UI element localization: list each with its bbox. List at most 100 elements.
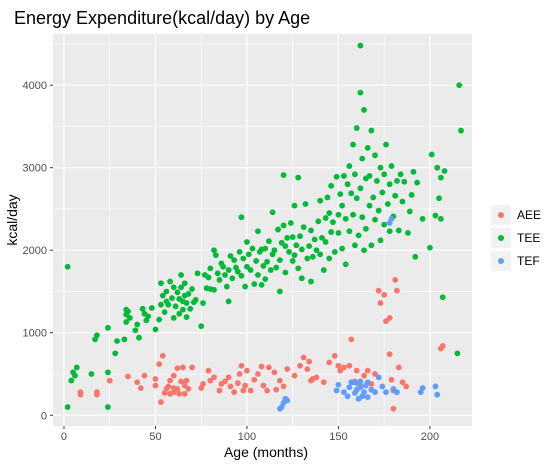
point-tee [156,316,163,323]
point-aee [189,364,195,371]
point-aee [280,383,287,390]
point-tee [395,227,402,234]
point-tee [315,218,322,225]
point-tee [194,270,201,277]
point-aee [180,364,186,371]
point-tef [357,378,364,385]
point-aee [403,383,410,390]
point-tee [178,284,184,291]
point-tee [383,141,389,148]
y-tick-label: 3000 [23,163,47,175]
y-tick-label: 0 [41,410,47,422]
point-tee [264,258,270,265]
point-tef [388,215,395,222]
point-tee [169,295,175,301]
point-tee [266,238,272,245]
point-tee [342,261,349,268]
point-tee [282,243,289,249]
point-tee [167,278,174,285]
point-tee [121,336,128,343]
point-tee [136,334,142,341]
point-tee [222,272,228,278]
point-tee [322,239,329,245]
point-tee [372,216,378,223]
point-tee [317,197,324,204]
point-aee [394,287,400,294]
point-tee [174,289,181,296]
point-tee [368,127,375,134]
point-tee [311,236,318,243]
point-tee [176,310,183,317]
x-tick-label: 200 [421,431,439,443]
point-aee [390,405,397,412]
point-aee [178,378,184,385]
point-tee [364,144,371,151]
point-tee [207,265,214,272]
point-aee [231,389,238,396]
point-tee [300,224,307,231]
point-tef [346,384,353,391]
point-tee [211,286,217,293]
point-tee [437,174,444,181]
point-aee [386,314,393,321]
point-aee [240,387,247,394]
point-tee [309,253,316,260]
point-tee [339,245,345,252]
point-aee [170,372,177,379]
point-tee [298,246,305,253]
legend-label-aee: AEE [517,208,541,222]
point-tee [298,275,305,282]
point-tee [180,306,186,313]
point-tee [328,229,335,235]
point-aee [392,277,399,283]
point-tee [163,288,170,295]
point-tee [368,242,375,249]
point-tee [410,168,417,175]
point-aee [77,389,84,396]
point-tee [357,89,364,96]
y-axis-ticks: 0 1000 2000 3000 4000 [23,80,53,422]
point-tee [379,189,386,196]
point-tee [181,280,188,287]
point-tee [302,201,309,207]
point-tee [355,232,362,239]
point-tef [383,389,389,396]
point-tef [341,389,347,396]
point-aee [276,377,283,384]
major-gridlines [53,34,472,426]
point-tee [249,245,256,252]
point-tee [319,234,325,241]
point-tee [212,252,219,259]
point-tee [88,371,95,377]
point-tee [297,233,303,240]
point-tee [359,155,366,162]
point-tee [331,248,338,255]
point-tee [399,198,406,205]
point-tee [293,242,300,249]
point-tee [229,275,236,282]
point-tee [276,288,283,295]
point-tee [200,300,206,306]
point-tee [291,252,298,259]
point-tee [205,274,212,281]
point-aee [260,382,267,389]
point-tee [377,237,384,244]
point-tee [64,263,71,270]
point-tee [308,227,314,234]
point-tee [262,245,269,252]
point-tee [64,404,71,410]
point-tee [419,215,426,222]
point-tee [234,268,241,275]
point-aee [313,374,320,381]
point-tee [342,215,349,222]
point-tee [322,215,329,221]
point-tee [236,248,243,255]
y-axis-title: kcal/day [4,194,20,245]
point-tef [333,387,340,394]
point-aee [137,385,144,391]
point-tee [225,298,232,305]
point-tee [434,164,441,171]
point-aee [300,354,307,361]
point-tee [353,195,360,202]
point-tee [267,267,274,273]
